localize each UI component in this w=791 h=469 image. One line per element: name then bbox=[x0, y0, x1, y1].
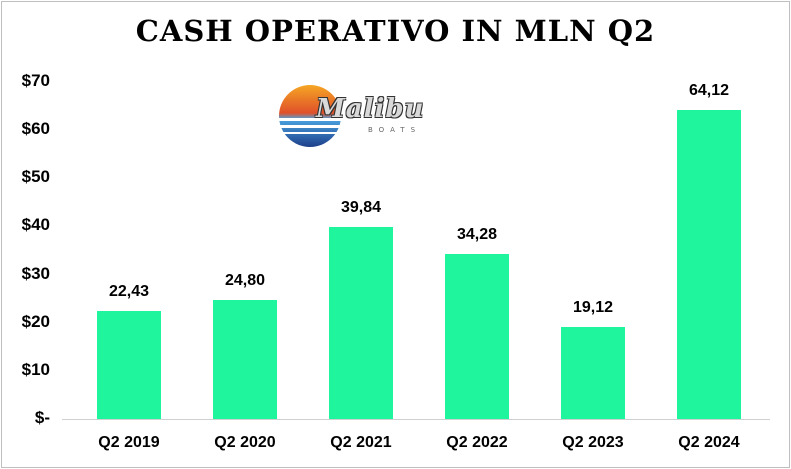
bar bbox=[213, 299, 277, 419]
bar bbox=[677, 110, 741, 419]
data-label: 19,12 bbox=[572, 298, 614, 316]
y-tick-label: $30 bbox=[21, 263, 50, 283]
x-tick-label: Q2 2019 bbox=[98, 434, 160, 451]
bar bbox=[329, 227, 393, 419]
logo-sun-icon bbox=[276, 85, 342, 147]
x-tick-label: Q2 2022 bbox=[446, 434, 508, 451]
data-label: 24,80 bbox=[224, 271, 266, 289]
data-label: 39,84 bbox=[340, 199, 382, 217]
data-label: 22,43 bbox=[108, 283, 150, 300]
x-axis-line bbox=[62, 419, 770, 420]
bar bbox=[445, 253, 509, 419]
x-tick-label: Q2 2021 bbox=[330, 434, 392, 451]
chart-title: CASH OPERATIVO IN MLN Q2 bbox=[135, 14, 656, 48]
logo-sub-text: BOATS bbox=[368, 126, 422, 134]
y-tick-label: $- bbox=[34, 408, 50, 427]
x-tick-label: Q2 2024 bbox=[678, 434, 740, 451]
data-label: 34,28 bbox=[456, 225, 498, 243]
bar bbox=[97, 311, 161, 419]
y-tick-label: $20 bbox=[21, 311, 50, 331]
x-tick-label: Q2 2020 bbox=[214, 434, 276, 451]
y-tick-label: $60 bbox=[21, 119, 50, 139]
bar bbox=[561, 326, 625, 419]
y-tick-label: $10 bbox=[21, 359, 50, 379]
y-tick-label: $50 bbox=[21, 167, 50, 187]
malibu-boats-logo: Malibu BOATS bbox=[272, 82, 442, 148]
logo-brand-text: Malibu bbox=[316, 94, 425, 124]
y-tick-label: $70 bbox=[21, 71, 50, 90]
x-tick-label: Q2 2023 bbox=[562, 434, 624, 451]
data-label: 64,12 bbox=[688, 82, 730, 100]
y-tick-label: $40 bbox=[21, 215, 50, 235]
